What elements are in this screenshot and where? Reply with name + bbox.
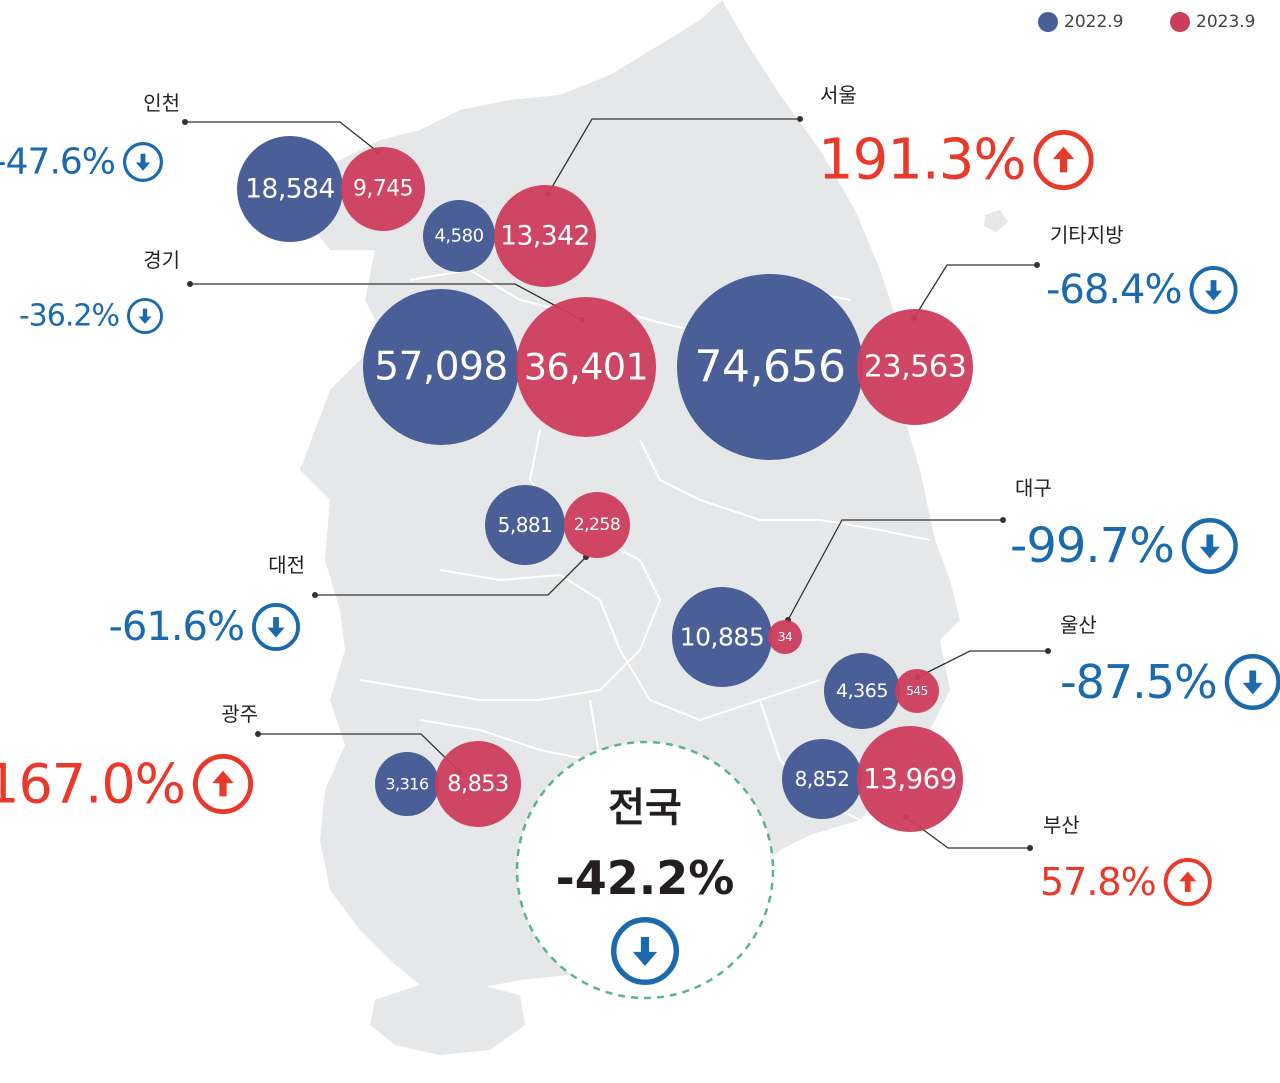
bubble-value-2022: 74,656 [695, 342, 846, 393]
bubble-2023 [341, 147, 425, 231]
bubble-2023 [564, 492, 630, 558]
bubble-value-2023: 2,258 [574, 515, 621, 535]
leader-line [913, 264, 1037, 319]
arrow-down-circle-icon [251, 602, 300, 651]
bubble-value-2022: 4,580 [434, 226, 483, 247]
region-change-percent: -68.4% [1046, 267, 1182, 313]
leader-line [787, 519, 1003, 621]
leader-start-dot [797, 116, 803, 122]
arrow-up-circle-icon [192, 754, 253, 815]
bubble-2023 [516, 297, 656, 437]
region-name: 서울 [820, 83, 857, 107]
region-change-percent: 57.8% [1040, 860, 1156, 904]
region-change-percent: -87.5% [1060, 655, 1217, 709]
bubble-2023 [857, 309, 973, 425]
jeju-island-shape [370, 985, 525, 1055]
national-summary: 전국 -42.2% [515, 740, 775, 1000]
bubble-2022 [677, 274, 863, 460]
bubble-value-2023: 545 [906, 684, 927, 698]
region-name: 부산 [1043, 813, 1080, 837]
province-border [359, 649, 641, 701]
bubble-value-2023: 36,401 [524, 346, 648, 389]
leader-start-dot [187, 281, 193, 287]
leader-start-dot [312, 592, 318, 598]
bubble-2022 [824, 653, 900, 729]
bubble-2022 [485, 485, 565, 565]
bubble-2022 [423, 200, 495, 272]
region-change-percent: -61.6% [108, 604, 244, 650]
bubble-value-2022: 18,584 [245, 174, 335, 205]
bubble-value-2022: 10,885 [680, 623, 764, 652]
bubble-value-2023: 8,853 [447, 771, 509, 797]
bubble-2022 [375, 752, 439, 816]
arrow-down-circle-icon [127, 298, 164, 335]
region-change-percent: -47.6% [0, 142, 115, 183]
ulleung-island-shape [984, 210, 1008, 232]
bubble-value-2022: 57,098 [374, 345, 507, 390]
region-labels: 인천 -47.6% 서울 191.3% 경기 -36.2% 기타지방 -68.4% 대전 -61.… [0, 83, 1280, 906]
bubble-value-2023: 13,342 [500, 221, 590, 252]
bubble-2023 [895, 669, 939, 713]
region-name: 대전 [268, 553, 305, 577]
bubble-2022 [782, 739, 862, 819]
region-name: 경기 [143, 248, 180, 272]
arrow-down-circle-icon [1181, 517, 1238, 574]
bubble-value-2022: 8,852 [795, 767, 850, 791]
bubble-value-2023: 9,745 [353, 177, 413, 202]
national-change-percent: -42.2% [556, 851, 735, 905]
region-change-percent: -99.7% [1010, 518, 1174, 574]
leader-start-dot [1000, 517, 1006, 523]
province-border [619, 649, 821, 722]
region-name: 인천 [143, 91, 180, 115]
bubble-value-2022: 4,365 [836, 680, 888, 702]
bubble-value-2022: 5,881 [498, 513, 553, 537]
leader-line [547, 118, 800, 195]
region-name: 대구 [1015, 476, 1052, 500]
bubble-2023 [435, 741, 521, 827]
arrow-down-circle-icon [1189, 266, 1238, 315]
region-name: 기타지방 [1050, 223, 1124, 247]
bubble-2023 [857, 726, 963, 832]
leader-line [917, 650, 1048, 678]
leader-line [185, 121, 379, 153]
arrow-down-circle-icon [1224, 654, 1280, 710]
national-summary-ring [515, 740, 775, 1000]
region-change-percent: -36.2% [19, 299, 119, 334]
bubble-2023 [494, 185, 596, 287]
leader-start-dot [255, 731, 261, 737]
bubble-2023 [768, 620, 802, 654]
bubble-2022 [363, 289, 519, 445]
bubble-value-2022: 3,316 [385, 775, 429, 794]
legend-swatch-2023.9 [1170, 12, 1190, 32]
arrow-down-circle-icon [610, 916, 679, 985]
province-border [419, 719, 591, 761]
legend-swatch-2022.9 [1038, 12, 1058, 32]
legend-label: 2022.9 [1064, 12, 1123, 32]
leader-start-dot [1045, 648, 1051, 654]
leader-start-dot [1027, 845, 1033, 851]
arrow-up-circle-icon [1033, 129, 1094, 190]
bubbles: 18,584 9,745 4,580 13,342 57,098 36,401 74,656… [237, 136, 973, 832]
region-name: 광주 [221, 702, 258, 726]
region-change-percent: 191.3% [818, 128, 1026, 193]
leader-start-dot [1034, 262, 1040, 268]
province-border [439, 569, 621, 651]
region-name: 울산 [1060, 613, 1097, 637]
region-change-percent: 167.0% [0, 753, 185, 816]
bubble-value-2023: 13,969 [863, 763, 956, 795]
province-border [639, 439, 931, 541]
national-name: 전국 [608, 785, 682, 831]
bubble-2022 [672, 587, 772, 687]
bubble-value-2023: 23,563 [864, 350, 967, 385]
leader-line [315, 556, 587, 596]
arrow-up-circle-icon [1163, 857, 1212, 906]
bubble-2022 [237, 136, 343, 242]
legend: 2022.9 2023.9 [1038, 12, 1255, 32]
legend-label: 2023.9 [1196, 12, 1255, 32]
leader-start-dot [182, 119, 188, 125]
bubble-value-2023: 34 [778, 630, 792, 644]
arrow-down-circle-icon [122, 142, 163, 183]
